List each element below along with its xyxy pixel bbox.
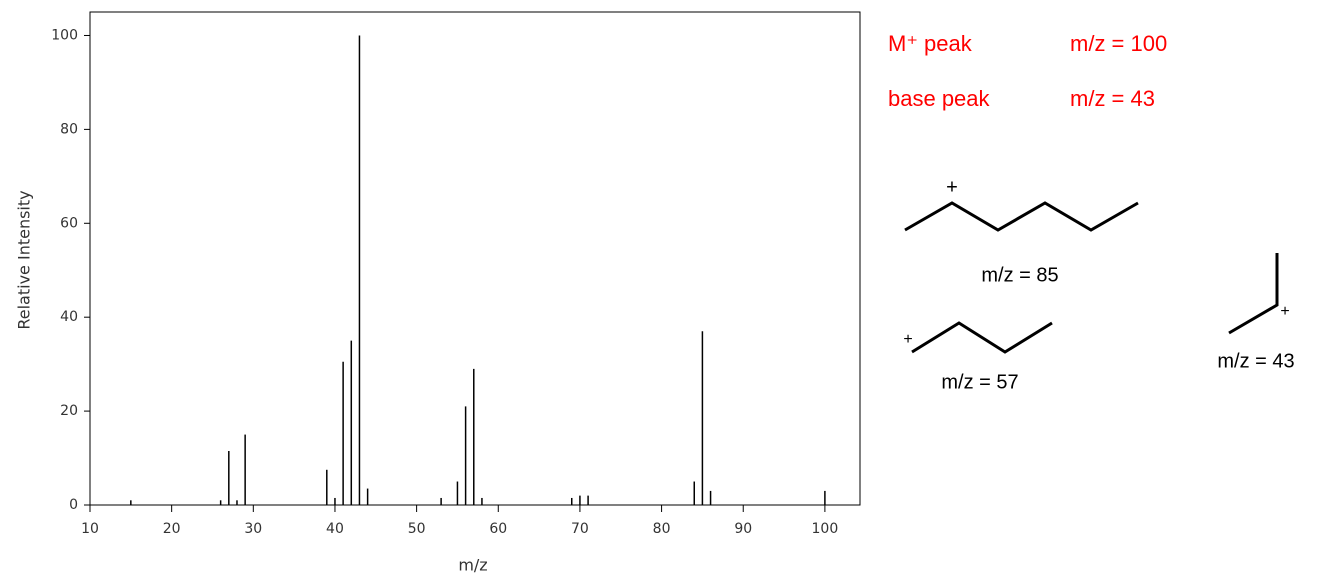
y-tick-label: 20 (60, 403, 78, 419)
y-tick-label: 60 (60, 215, 78, 231)
x-tick-label: 40 (326, 521, 344, 537)
annotation-label: base peak (888, 86, 991, 111)
structure-label: m/z = 43 (1217, 350, 1294, 372)
skeleton-85 (904, 201, 1139, 232)
plot-frame (89, 11, 861, 506)
x-tick-label: 90 (734, 521, 752, 537)
y-tick-label: 0 (69, 497, 78, 513)
x-tick-label: 30 (244, 521, 262, 537)
charge: + (1280, 303, 1289, 320)
x-tick-label: 50 (408, 521, 426, 537)
x-tick-label: 10 (81, 521, 99, 537)
charge: + (946, 176, 958, 198)
y-axis-label: Relative Intensity (15, 190, 34, 329)
skeleton-57 (911, 321, 1053, 354)
skeleton-43 (1228, 253, 1279, 335)
y-tick-label: 100 (51, 27, 78, 43)
x-tick-label: 70 (571, 521, 589, 537)
charge: + (903, 331, 912, 348)
annotation-label: M⁺ peak (888, 31, 973, 56)
x-axis-label: m/z (458, 556, 487, 575)
x-tick-label: 20 (163, 521, 181, 537)
structure-label: m/z = 85 (981, 264, 1058, 286)
y-tick-label: 40 (60, 309, 78, 325)
x-tick-label: 80 (653, 521, 671, 537)
structure-label: m/z = 57 (941, 371, 1018, 393)
x-tick-label: 100 (812, 521, 839, 537)
annotation-value: m/z = 43 (1070, 86, 1155, 111)
y-tick-label: 80 (60, 121, 78, 137)
annotation-value: m/z = 100 (1070, 31, 1167, 56)
x-tick-label: 60 (489, 521, 507, 537)
